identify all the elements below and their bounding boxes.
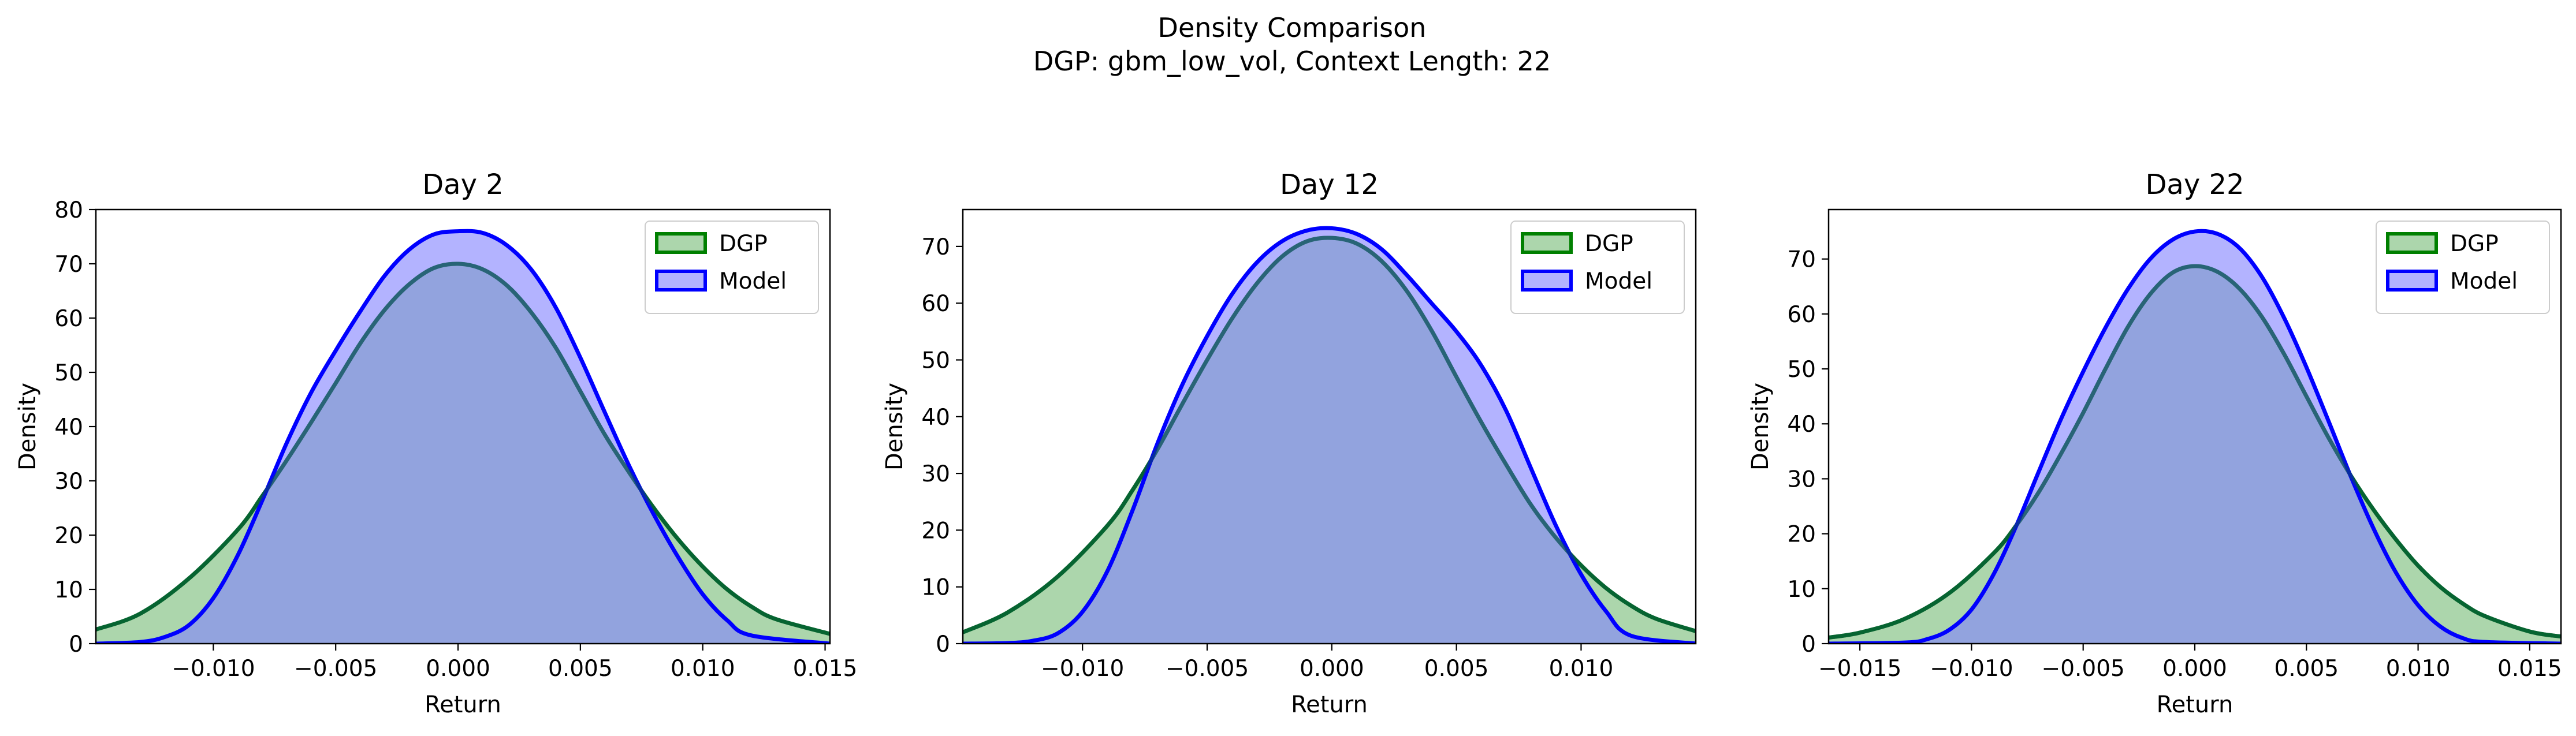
series-model-area [963, 228, 1696, 644]
y-tick-label: 0 [1801, 632, 1816, 657]
series-dgp-overlap-line [96, 261, 830, 636]
y-tick-label: 30 [921, 461, 950, 487]
y-tick-label: 70 [54, 252, 83, 278]
legend-swatch-model [1521, 270, 1573, 292]
y-tick-label: 10 [54, 577, 83, 603]
legend-label-dgp: DGP [719, 231, 768, 257]
legend-label-model: Model [719, 268, 787, 294]
x-tick-label: −0.005 [2042, 656, 2125, 682]
series-model-line [963, 226, 1696, 644]
series-model-line [96, 229, 830, 644]
x-tick-label: −0.005 [1166, 656, 1249, 682]
y-tick-label: 80 [54, 197, 83, 223]
x-tick-label: 0.015 [2497, 656, 2562, 682]
x-tick-label: 0.000 [426, 656, 490, 682]
legend-swatch-model [2386, 270, 2438, 292]
legend: DGP Model [2376, 221, 2550, 314]
x-axis-label: Return [1291, 692, 1368, 718]
y-tick-label: 10 [921, 575, 950, 601]
y-tick-label: 20 [1787, 522, 1816, 548]
figure-title-line1: Density Comparison [1158, 12, 1427, 43]
y-tick-label: 50 [1787, 357, 1816, 383]
legend-swatch-model [655, 270, 707, 292]
legend-swatch-dgp [2386, 232, 2438, 254]
plot-area [1829, 229, 2561, 644]
panel-3: −0.015 −0.010 −0.005 0.000 0.005 0.010 0.015 0 1… [1747, 169, 2562, 718]
x-tick-label: 0.005 [2274, 656, 2339, 682]
y-axis-label: Density [14, 383, 41, 470]
y-tick-label: 30 [1787, 466, 1816, 492]
legend-swatch-dgp [655, 232, 707, 254]
y-tick-label: 70 [1787, 247, 1816, 273]
y-tick-label: 60 [921, 291, 950, 317]
legend-label-dgp: DGP [2450, 231, 2499, 257]
y-axis-label: Density [881, 383, 908, 470]
panel-title: Day 2 [422, 169, 504, 201]
panel-title: Day 12 [1280, 169, 1379, 201]
y-axis-label: Density [1747, 383, 1774, 470]
legend: DGP Model [645, 221, 819, 314]
y-tick-label: 60 [1787, 302, 1816, 328]
x-tick-label: 0.000 [2162, 656, 2227, 682]
y-tick-label: 10 [1787, 577, 1816, 603]
y-tick-label: 40 [921, 405, 950, 431]
legend-label-model: Model [1585, 268, 1652, 294]
y-tick-label: 60 [54, 306, 83, 332]
x-tick-label: 0.010 [671, 656, 735, 682]
x-axis-label: Return [425, 692, 501, 718]
x-tick-label: 0.015 [793, 656, 858, 682]
legend: DGP Model [1510, 221, 1685, 314]
x-tick-label: 0.005 [548, 656, 613, 682]
plot-area [96, 229, 830, 644]
x-tick-label: 0.005 [1424, 656, 1489, 682]
x-tick-label: 0.010 [1549, 656, 1614, 682]
panel-2: −0.010 −0.005 0.000 0.005 0.010 0 10 20 30 40 50 60… [881, 169, 1697, 718]
y-tick-label: 50 [54, 360, 83, 386]
legend-label-dgp: DGP [1585, 231, 1633, 257]
series-dgp-overlap-line [1829, 264, 2561, 640]
x-tick-label: −0.010 [172, 656, 255, 682]
series-dgp-overlap-line [963, 236, 1696, 634]
legend-label-model: Model [2450, 268, 2518, 294]
plot-area [963, 226, 1696, 644]
x-tick-label: −0.010 [1041, 656, 1124, 682]
y-tick-label: 0 [69, 632, 83, 657]
x-tick-label: −0.015 [1818, 656, 1901, 682]
panels: −0.010 −0.005 0.000 0.005 0.010 0.015 0 10 20 30 4… [14, 169, 2562, 718]
panel-title: Day 22 [2145, 169, 2244, 201]
axes-frame [962, 208, 1697, 645]
y-tick-label: 50 [921, 348, 950, 373]
panel-1: −0.010 −0.005 0.000 0.005 0.010 0.015 0 10 20 30 4… [14, 169, 857, 718]
y-tick-label: 40 [1787, 412, 1816, 438]
x-tick-label: 0.010 [2386, 656, 2451, 682]
legend-swatch-dgp [1521, 232, 1573, 254]
y-tick-label: 40 [54, 414, 83, 440]
y-tick-label: 30 [54, 469, 83, 495]
series-model-line [1829, 229, 2561, 644]
y-tick-label: 70 [921, 234, 950, 260]
x-tick-label: −0.005 [294, 656, 377, 682]
y-tick-label: 0 [936, 632, 950, 657]
y-tick-label: 20 [921, 518, 950, 544]
x-axis-label: Return [2157, 692, 2233, 718]
x-tick-label: −0.010 [1930, 656, 2013, 682]
figure-title-line2: DGP: gbm_low_vol, Context Length: 22 [1033, 46, 1551, 77]
y-tick-label: 20 [54, 523, 83, 549]
series-model-area [96, 231, 830, 644]
x-tick-label: 0.000 [1300, 656, 1364, 682]
